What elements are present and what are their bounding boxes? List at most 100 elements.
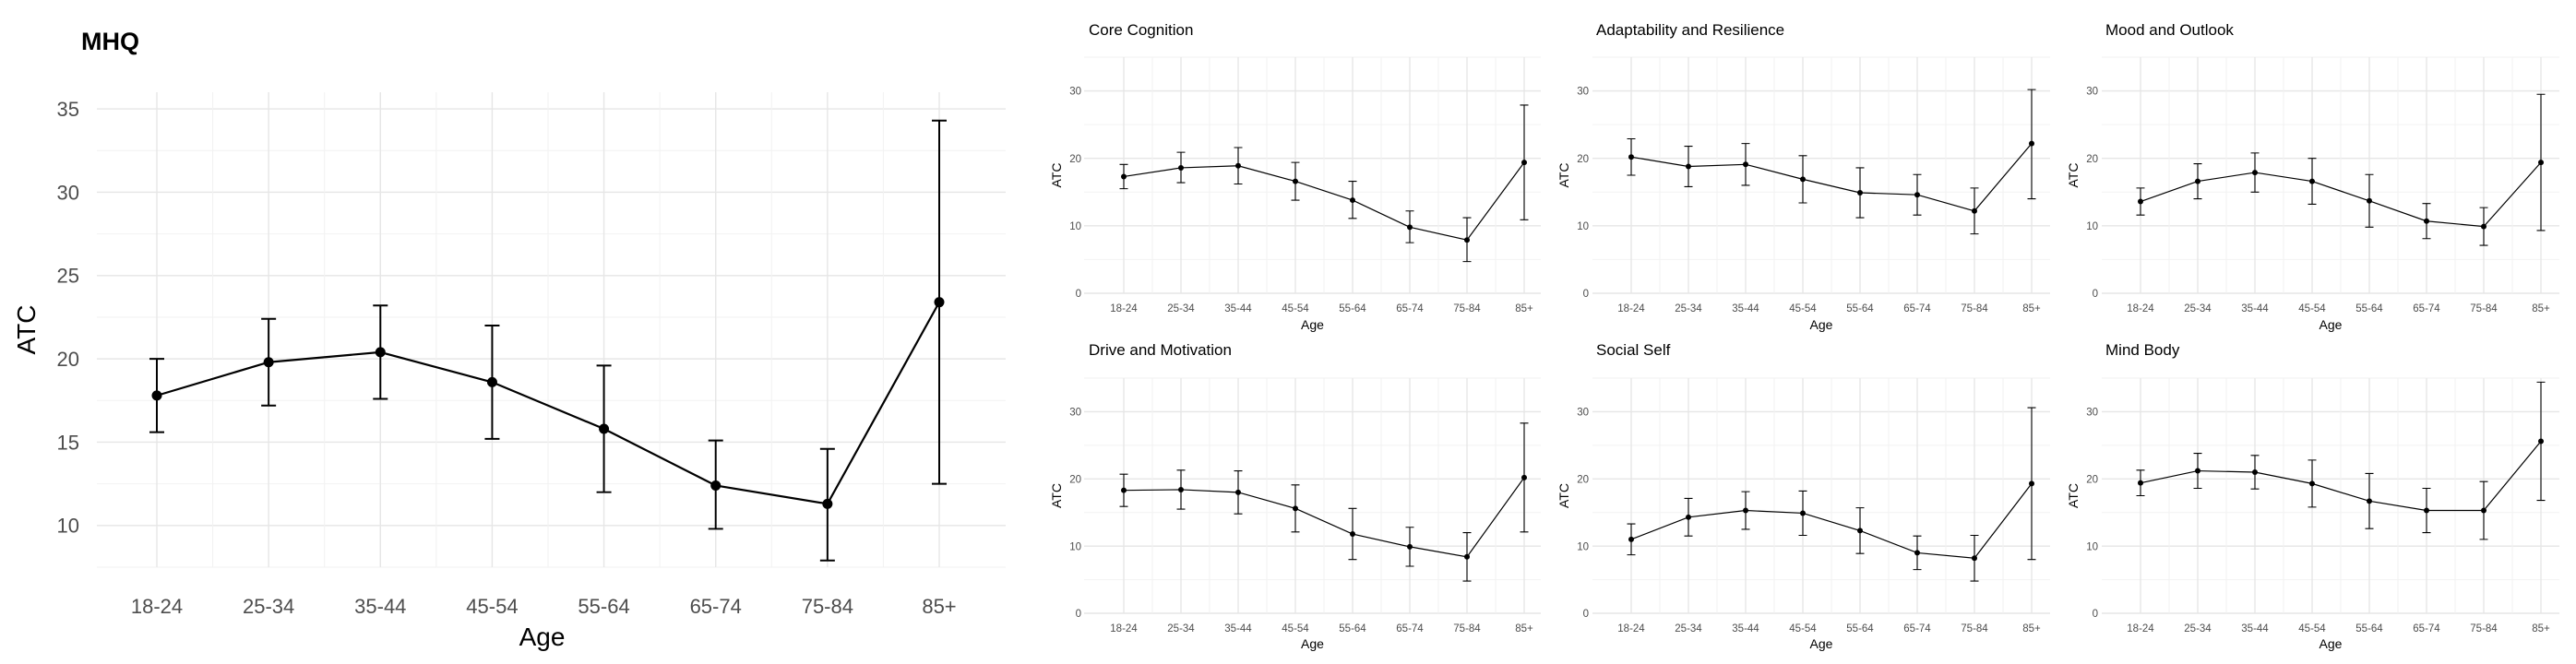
data-point — [1350, 531, 1355, 538]
data-point — [1686, 514, 1691, 520]
y-tick-label: 20 — [57, 348, 79, 371]
x-tick-label: 65-74 — [2413, 303, 2440, 314]
x-tick-label: 55-64 — [1339, 623, 1366, 634]
x-tick-label: 75-84 — [2470, 303, 2498, 314]
y-axis-label: ATC — [1049, 163, 1064, 188]
chart-panel-1: Core Cognition 0 10 20 30 18-24 25-34 35-44 45-5… — [1049, 21, 1541, 332]
y-tick-label: 0 — [1076, 289, 1081, 300]
series-line — [156, 302, 940, 505]
series-line — [1630, 483, 2033, 559]
x-tick-label: 35-44 — [1732, 623, 1759, 634]
y-tick-label: 20 — [1069, 154, 1081, 165]
x-tick-label: 25-34 — [1675, 623, 1702, 634]
data-point — [1972, 555, 1977, 562]
data-point — [1743, 507, 1748, 514]
x-tick-label: 45-54 — [1789, 623, 1817, 634]
x-tick-label: 85+ — [922, 595, 956, 618]
data-point — [1178, 486, 1184, 492]
grid — [1084, 56, 1541, 294]
data-point — [1972, 208, 1977, 214]
data-point — [1800, 510, 1806, 516]
data-point — [1743, 161, 1748, 168]
data-point — [2029, 140, 2034, 147]
x-tick-label: 55-64 — [1339, 303, 1366, 314]
x-tick-label: 45-54 — [1282, 623, 1309, 634]
data-point — [1121, 487, 1127, 493]
y-tick-label: 20 — [1069, 474, 1081, 485]
y-tick-label: 0 — [2093, 609, 2098, 620]
data-point — [2252, 170, 2258, 176]
data-point — [263, 357, 274, 368]
x-tick-label: 35-44 — [1224, 623, 1252, 634]
data-point — [1235, 489, 1241, 495]
x-tick-label: 85+ — [1515, 623, 1533, 634]
y-tick-label: 20 — [2086, 154, 2098, 165]
chart-panel-0: MHQ 10 15 20 25 30 35 18-24 25-34 35-44 45-54 55-64… — [12, 28, 1006, 651]
data-point — [2538, 438, 2544, 445]
x-tick-label: 85+ — [2532, 623, 2550, 634]
x-tick-label: 75-84 — [1961, 303, 1988, 314]
data-point — [2138, 480, 2143, 486]
x-tick-label: 35-44 — [354, 595, 406, 618]
y-tick-label: 30 — [57, 181, 79, 204]
chart-panel-6: Mind Body 0 10 20 30 18-24 25-34 35-44 45-54 55-6… — [2066, 341, 2559, 651]
series-line — [2140, 161, 2542, 228]
x-tick-label: 25-34 — [2184, 623, 2212, 634]
y-tick-label: 10 — [2086, 541, 2098, 552]
x-tick-label: 65-74 — [1903, 303, 1931, 314]
x-tick-label: 55-64 — [2355, 303, 2383, 314]
grid — [1084, 377, 1541, 614]
data-point — [2195, 178, 2200, 184]
data-point — [599, 423, 610, 434]
y-axis-label: ATC — [2066, 483, 2081, 508]
x-tick-label: 45-54 — [1282, 303, 1309, 314]
x-tick-label: 25-34 — [2184, 303, 2212, 314]
x-tick-label: 65-74 — [1396, 623, 1424, 634]
x-tick-label: 75-84 — [802, 595, 853, 618]
data-point — [1914, 192, 1920, 198]
y-tick-label: 10 — [57, 515, 79, 538]
chart-panel-2: Adaptability and Resilience 0 10 20 30 18-24 2… — [1556, 21, 2050, 332]
data-point — [1521, 160, 1527, 166]
x-tick-label: 35-44 — [2241, 623, 2269, 634]
x-tick-label: 35-44 — [1732, 303, 1759, 314]
x-axis-label: Age — [1301, 636, 1324, 651]
series-line — [1123, 477, 1525, 558]
x-tick-label: 65-74 — [1396, 303, 1424, 314]
y-tick-label: 0 — [1583, 609, 1589, 620]
y-tick-label: 30 — [2086, 408, 2098, 419]
x-tick-label: 18-24 — [2127, 623, 2154, 634]
data-point — [1521, 474, 1527, 480]
chart-panel-3: Mood and Outlook 0 10 20 30 18-24 25-34 35-44 45… — [2066, 21, 2559, 332]
data-point — [2481, 507, 2487, 514]
data-point — [2195, 468, 2200, 474]
data-point — [1407, 224, 1413, 231]
data-point — [375, 347, 386, 358]
y-axis-label: ATC — [1556, 483, 1571, 508]
x-axis-label: Age — [519, 622, 566, 651]
y-axis-label: ATC — [12, 305, 41, 355]
y-tick-label: 30 — [1577, 87, 1589, 98]
x-tick-label: 25-34 — [1675, 303, 1702, 314]
x-axis-label: Age — [1810, 317, 1833, 332]
x-tick-label: 45-54 — [2298, 623, 2326, 634]
x-tick-label: 85+ — [2022, 623, 2041, 634]
data-point — [1121, 173, 1127, 180]
chart-panel-4: Drive and Motivation 0 10 20 30 18-24 25-34 35-… — [1049, 341, 1541, 651]
y-axis-label: ATC — [2066, 163, 2081, 188]
chart-title: Mind Body — [2105, 341, 2180, 359]
data-point — [2538, 160, 2544, 166]
x-tick-label: 18-24 — [131, 595, 183, 618]
x-tick-label: 18-24 — [1617, 623, 1645, 634]
x-axis-label: Age — [1301, 317, 1324, 332]
x-tick-label: 45-54 — [1789, 303, 1817, 314]
x-tick-label: 65-74 — [2413, 623, 2440, 634]
y-tick-label: 10 — [2086, 221, 2098, 232]
y-tick-label: 0 — [1076, 609, 1081, 620]
data-point — [1628, 154, 1634, 160]
y-tick-label: 10 — [1577, 221, 1589, 232]
x-tick-label: 18-24 — [1110, 303, 1138, 314]
x-tick-label: 25-34 — [1167, 623, 1195, 634]
y-tick-label: 10 — [1577, 541, 1589, 552]
